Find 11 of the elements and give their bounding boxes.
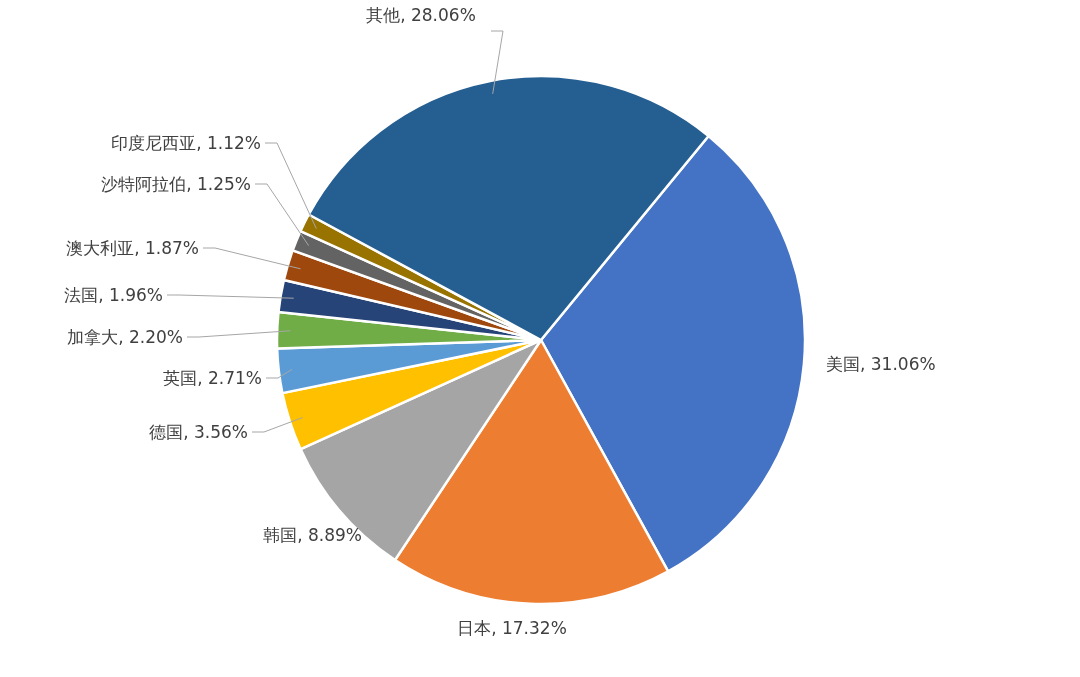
slice-label: 澳大利亚, 1.87% <box>66 238 199 258</box>
slice-label: 英国, 2.71% <box>163 368 262 388</box>
slice-label: 德国, 3.56% <box>149 422 248 442</box>
slice-label: 美国, 31.06% <box>826 354 936 374</box>
slice-label: 日本, 17.32% <box>457 618 567 638</box>
slice-label: 沙特阿拉伯, 1.25% <box>101 174 251 194</box>
slice-label: 韩国, 8.89% <box>263 525 362 545</box>
slice-label: 加拿大, 2.20% <box>67 327 183 347</box>
slice-label: 法国, 1.96% <box>64 285 163 305</box>
slice-label: 印度尼西亚, 1.12% <box>111 133 261 153</box>
slice-label: 其他, 28.06% <box>366 5 476 25</box>
